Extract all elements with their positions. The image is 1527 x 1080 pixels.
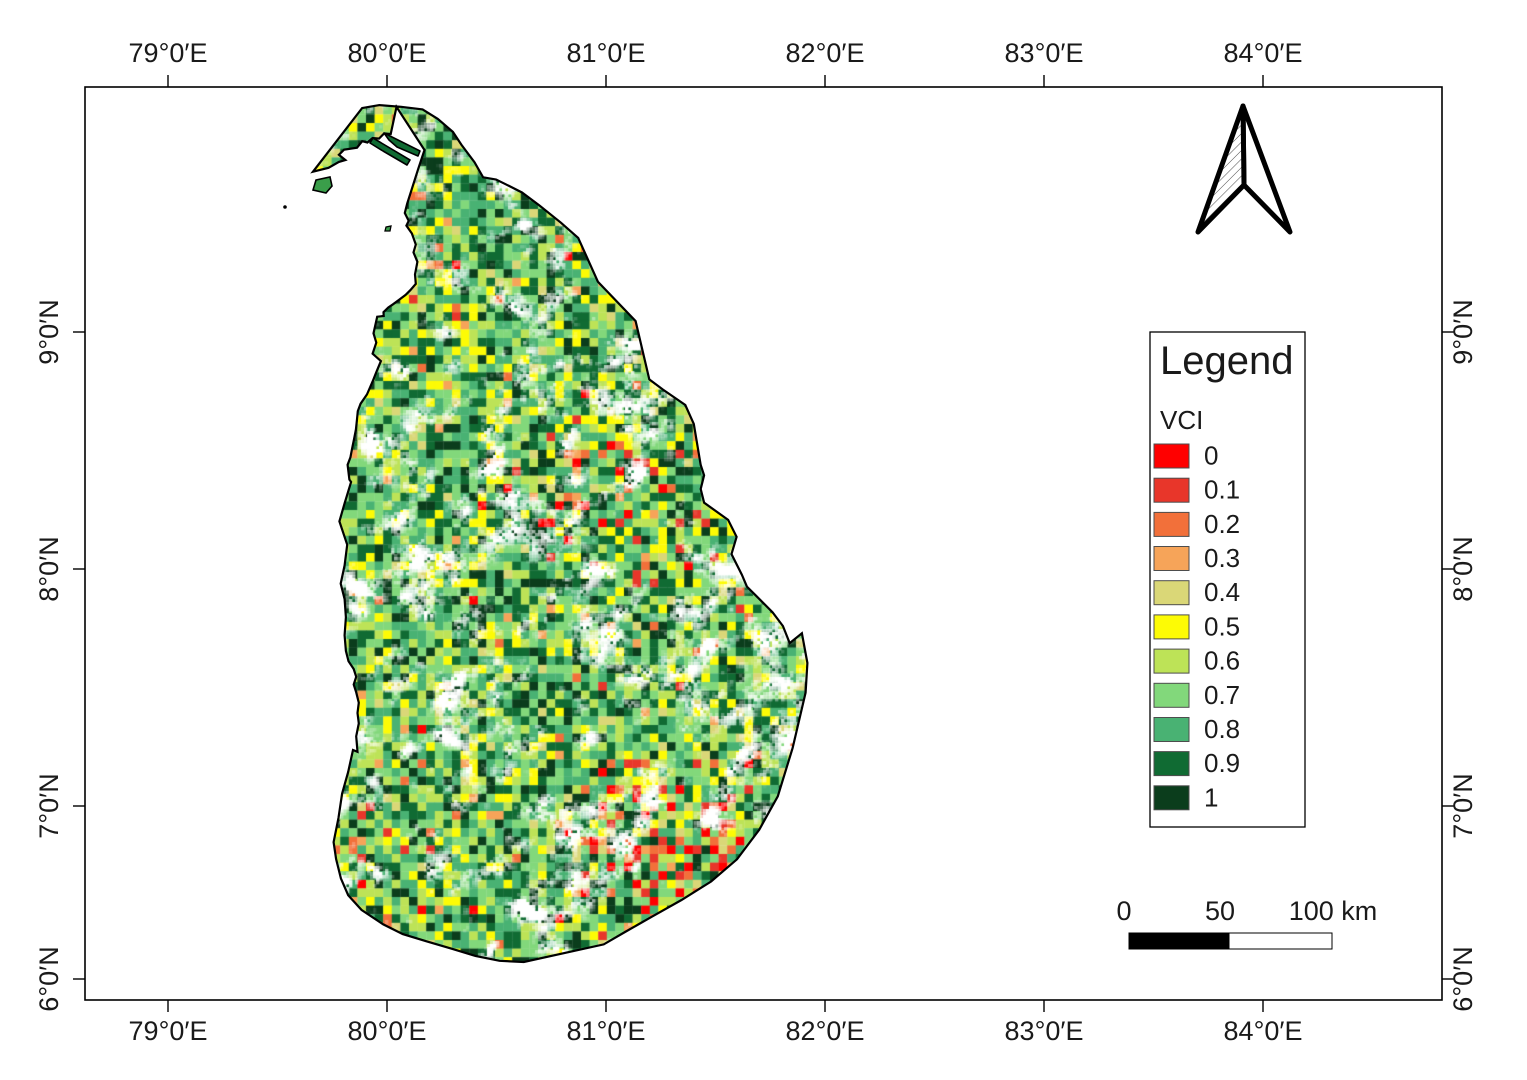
svg-text:79°0′E: 79°0′E [129, 1016, 208, 1046]
svg-text:0.8: 0.8 [1204, 714, 1240, 744]
svg-text:8°0′N: 8°0′N [1448, 536, 1478, 601]
svg-text:82°0′E: 82°0′E [786, 38, 865, 68]
svg-text:0.1: 0.1 [1204, 475, 1240, 505]
svg-text:81°0′E: 81°0′E [567, 1016, 646, 1046]
svg-text:0: 0 [1116, 896, 1131, 926]
svg-text:9°0′N: 9°0′N [1448, 299, 1478, 364]
svg-text:0: 0 [1204, 441, 1218, 471]
svg-text:6°0′N: 6°0′N [1448, 946, 1478, 1011]
svg-text:7°0′N: 7°0′N [1448, 773, 1478, 838]
svg-text:82°0′E: 82°0′E [786, 1016, 865, 1046]
svg-text:0.5: 0.5 [1204, 611, 1240, 641]
svg-text:0.3: 0.3 [1204, 543, 1240, 573]
svg-text:83°0′E: 83°0′E [1005, 38, 1084, 68]
svg-text:6°0′N: 6°0′N [34, 946, 64, 1011]
svg-text:50: 50 [1205, 896, 1235, 926]
svg-text:7°0′N: 7°0′N [34, 773, 64, 838]
svg-text:VCI: VCI [1160, 405, 1203, 435]
svg-text:84°0′E: 84°0′E [1224, 38, 1303, 68]
svg-text:79°0′E: 79°0′E [129, 38, 208, 68]
svg-text:0.9: 0.9 [1204, 748, 1240, 778]
svg-text:0.6: 0.6 [1204, 646, 1240, 676]
svg-text:80°0′E: 80°0′E [348, 1016, 427, 1046]
svg-text:100 km: 100 km [1289, 896, 1378, 926]
svg-text:1: 1 [1204, 782, 1218, 812]
svg-text:84°0′E: 84°0′E [1224, 1016, 1303, 1046]
svg-text:83°0′E: 83°0′E [1005, 1016, 1084, 1046]
svg-text:0.7: 0.7 [1204, 680, 1240, 710]
svg-text:8°0′N: 8°0′N [34, 536, 64, 601]
svg-text:Legend: Legend [1160, 339, 1293, 383]
svg-text:81°0′E: 81°0′E [567, 38, 646, 68]
svg-text:80°0′E: 80°0′E [348, 38, 427, 68]
svg-text:0.2: 0.2 [1204, 509, 1240, 539]
svg-text:9°0′N: 9°0′N [34, 299, 64, 364]
svg-text:0.4: 0.4 [1204, 577, 1240, 607]
